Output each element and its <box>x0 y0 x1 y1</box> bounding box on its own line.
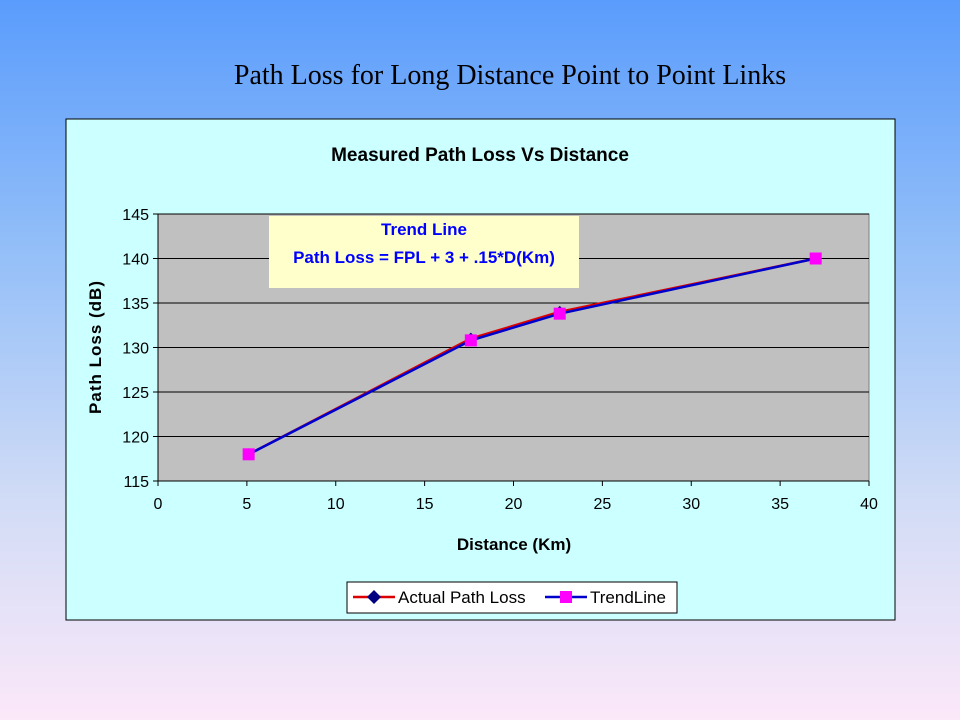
x-tick-label: 0 <box>154 496 163 513</box>
y-tick-label: 135 <box>122 296 149 313</box>
data-point-trend <box>464 334 477 347</box>
y-tick-label: 125 <box>122 385 149 402</box>
legend-swatch-trend-marker <box>560 591 572 603</box>
x-tick-label: 25 <box>593 496 611 513</box>
trendline-annotation-box <box>269 216 579 288</box>
y-tick-label: 115 <box>123 474 149 491</box>
x-tick-label: 30 <box>682 496 700 513</box>
y-tick-label: 120 <box>122 430 149 447</box>
series-layer <box>242 252 822 461</box>
y-tick-label: 145 <box>122 207 149 224</box>
y-axis: 115 120 125 130 135 140 145 <box>122 207 159 491</box>
x-tick-label: 20 <box>505 496 523 513</box>
y-axis-label: Path Loss (dB) <box>86 280 105 414</box>
slide-title: Path Loss for Long Distance Point to Poi… <box>233 60 787 91</box>
x-tick-label: 15 <box>416 496 434 513</box>
legend-box <box>346 581 678 614</box>
annotation-line-1: Trend Line <box>381 220 467 239</box>
x-tick-label: 10 <box>327 496 345 513</box>
y-tick-label: 140 <box>122 252 149 269</box>
x-tick-label: 35 <box>771 496 789 513</box>
x-tick-label: 5 <box>242 496 251 513</box>
data-point-trend <box>242 448 255 461</box>
series-trendline-line <box>248 257 816 456</box>
legend: Actual Path Loss TrendLine <box>346 581 678 614</box>
legend-swatch-actual-marker <box>367 590 381 604</box>
y-tick-label: 130 <box>122 341 149 358</box>
data-point-trend <box>553 307 566 320</box>
x-axis-label: Distance (Km) <box>457 535 571 554</box>
data-point-trend <box>809 252 822 265</box>
x-tick-label: 40 <box>860 496 878 513</box>
x-axis: 0 5 10 15 20 25 30 35 40 <box>154 480 878 513</box>
legend-label-trend: TrendLine <box>590 588 666 607</box>
annotation-line-2: Path Loss = FPL + 3 + .15*D(Km) <box>293 248 555 267</box>
chart-title: Measured Path Loss Vs Distance <box>331 145 629 166</box>
legend-label-actual: Actual Path Loss <box>398 588 526 607</box>
